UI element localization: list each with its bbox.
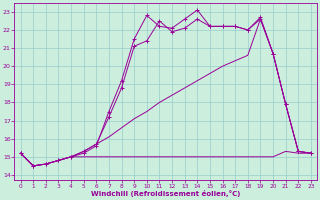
X-axis label: Windchill (Refroidissement éolien,°C): Windchill (Refroidissement éolien,°C)	[91, 190, 240, 197]
